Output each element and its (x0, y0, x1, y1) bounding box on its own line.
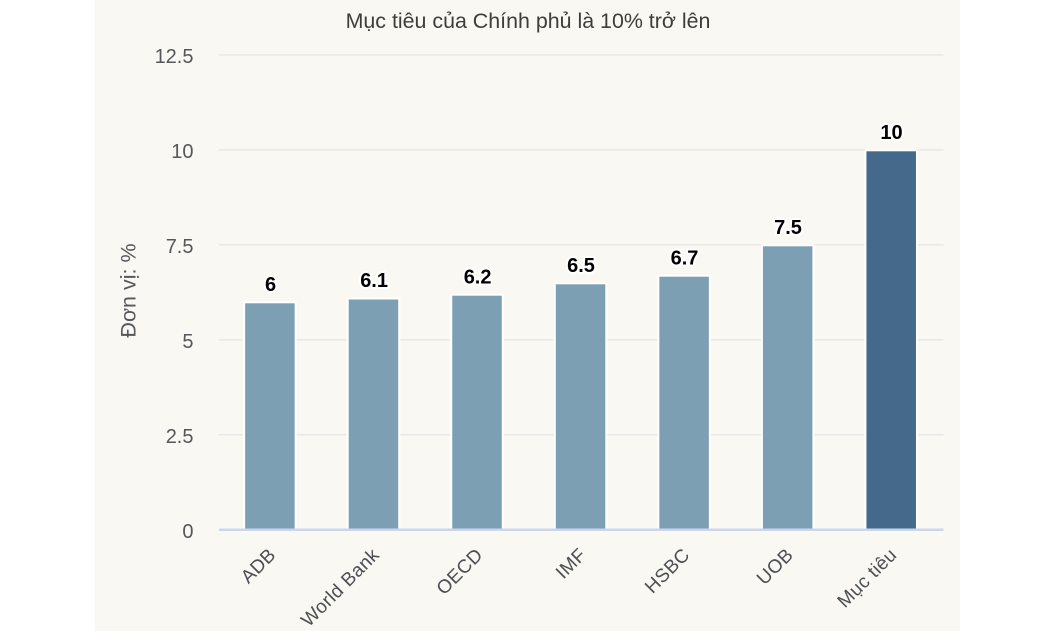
svg-text:Mục tiêu của Chính phủ là 10%: Mục tiêu của Chính phủ là 10% trở lên (346, 9, 711, 33)
svg-text:12.5: 12.5 (155, 46, 194, 68)
svg-text:5: 5 (182, 331, 193, 353)
svg-text:Đơn vị: %: Đơn vị: % (117, 243, 141, 337)
svg-text:10: 10 (171, 141, 193, 163)
svg-text:7.5: 7.5 (166, 236, 194, 258)
svg-text:0: 0 (182, 521, 193, 543)
svg-text:10: 10 (880, 122, 902, 144)
svg-text:6.1: 6.1 (360, 270, 388, 292)
svg-text:6.5: 6.5 (567, 255, 595, 277)
svg-text:7.5: 7.5 (774, 217, 802, 239)
svg-text:6.2: 6.2 (464, 266, 492, 288)
svg-text:6: 6 (265, 274, 276, 296)
svg-text:6.7: 6.7 (671, 247, 699, 269)
svg-text:2.5: 2.5 (166, 426, 194, 448)
